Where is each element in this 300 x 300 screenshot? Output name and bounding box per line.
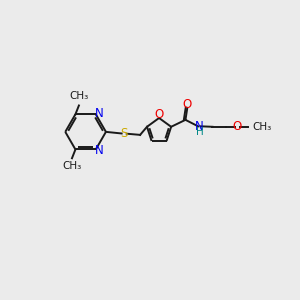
Text: N: N [94,106,103,120]
Text: O: O [233,120,242,133]
Text: H: H [196,127,203,137]
Text: O: O [183,98,192,111]
Text: CH₃: CH₃ [69,91,88,101]
Text: N: N [195,120,203,133]
Text: CH₃: CH₃ [62,160,82,171]
Text: N: N [94,144,103,157]
Text: S: S [120,127,128,140]
Text: O: O [154,108,164,121]
Text: CH₃: CH₃ [253,122,272,132]
